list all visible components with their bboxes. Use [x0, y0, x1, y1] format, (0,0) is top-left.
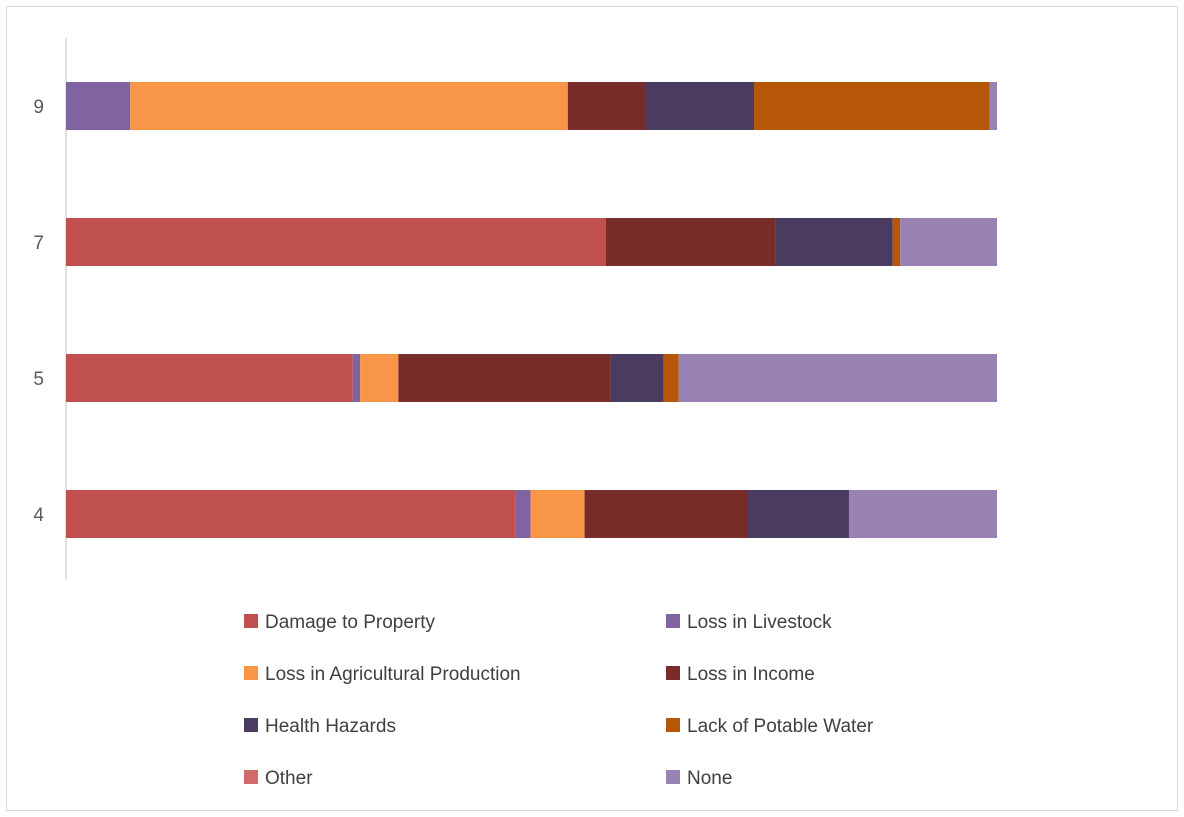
- bar-segment: [398, 354, 611, 402]
- legend-label: Health Hazards: [265, 716, 396, 737]
- legend-label: Loss in Agricultural Production: [265, 664, 521, 685]
- bar-segment: [775, 218, 893, 266]
- bar-segment: [530, 490, 585, 538]
- bar-segment: [610, 354, 664, 402]
- legend-item: Health Hazards: [244, 716, 396, 737]
- legend-item: None: [666, 768, 732, 789]
- bar-segment: [678, 354, 997, 402]
- category-tick-label: 4: [33, 505, 44, 526]
- legend-label: Lack of Potable Water: [687, 716, 874, 737]
- legend-label: Loss in Livestock: [687, 612, 832, 633]
- bar-segment: [66, 490, 516, 538]
- bar-segment: [66, 354, 353, 402]
- legend-swatch: [244, 770, 258, 784]
- chart-frame: [6, 6, 1178, 811]
- legend-swatch: [666, 666, 680, 680]
- legend-swatch: [666, 614, 680, 628]
- legend: Damage to Property Loss in Livestock Loss …: [244, 612, 874, 789]
- bar-segment: [352, 354, 361, 402]
- legend-label: Loss in Income: [687, 664, 815, 685]
- bar-segment: [605, 218, 776, 266]
- legend-item: Loss in Agricultural Production: [244, 664, 521, 685]
- bar-segment: [754, 82, 990, 130]
- bar-segment: [848, 490, 997, 538]
- bar-segment: [584, 490, 748, 538]
- bar-segment: [900, 218, 997, 266]
- legend-item: Loss in Income: [666, 664, 815, 685]
- bar-segment: [892, 218, 901, 266]
- legend-item: Lack of Potable Water: [666, 716, 874, 737]
- bars: [66, 82, 997, 538]
- bar-segment: [66, 218, 606, 266]
- legend-label: None: [687, 768, 732, 789]
- bar-segment: [646, 82, 755, 130]
- bar-segment: [66, 82, 131, 130]
- bar-segment: [130, 82, 568, 130]
- bar-segment: [989, 82, 997, 130]
- category-tick-label: 5: [33, 369, 44, 390]
- legend-item: Damage to Property: [244, 612, 436, 633]
- bar-segment: [515, 490, 531, 538]
- bar-segment: [567, 82, 647, 130]
- legend-item: Loss in Livestock: [666, 612, 832, 633]
- category-tick-label: 9: [33, 97, 44, 118]
- category-tick-labels: 9 7 5 4: [33, 97, 44, 526]
- legend-swatch: [244, 614, 258, 628]
- bar-segment: [663, 354, 679, 402]
- bar-segment: [360, 354, 399, 402]
- legend-swatch: [666, 770, 680, 784]
- legend-label: Damage to Property: [265, 612, 436, 633]
- legend-swatch: [666, 718, 680, 732]
- legend-swatch: [244, 718, 258, 732]
- legend-label: Other: [265, 768, 313, 789]
- bar-segment: [747, 490, 849, 538]
- legend-swatch: [244, 666, 258, 680]
- category-tick-label: 7: [33, 233, 44, 254]
- legend-item: Other: [244, 768, 313, 789]
